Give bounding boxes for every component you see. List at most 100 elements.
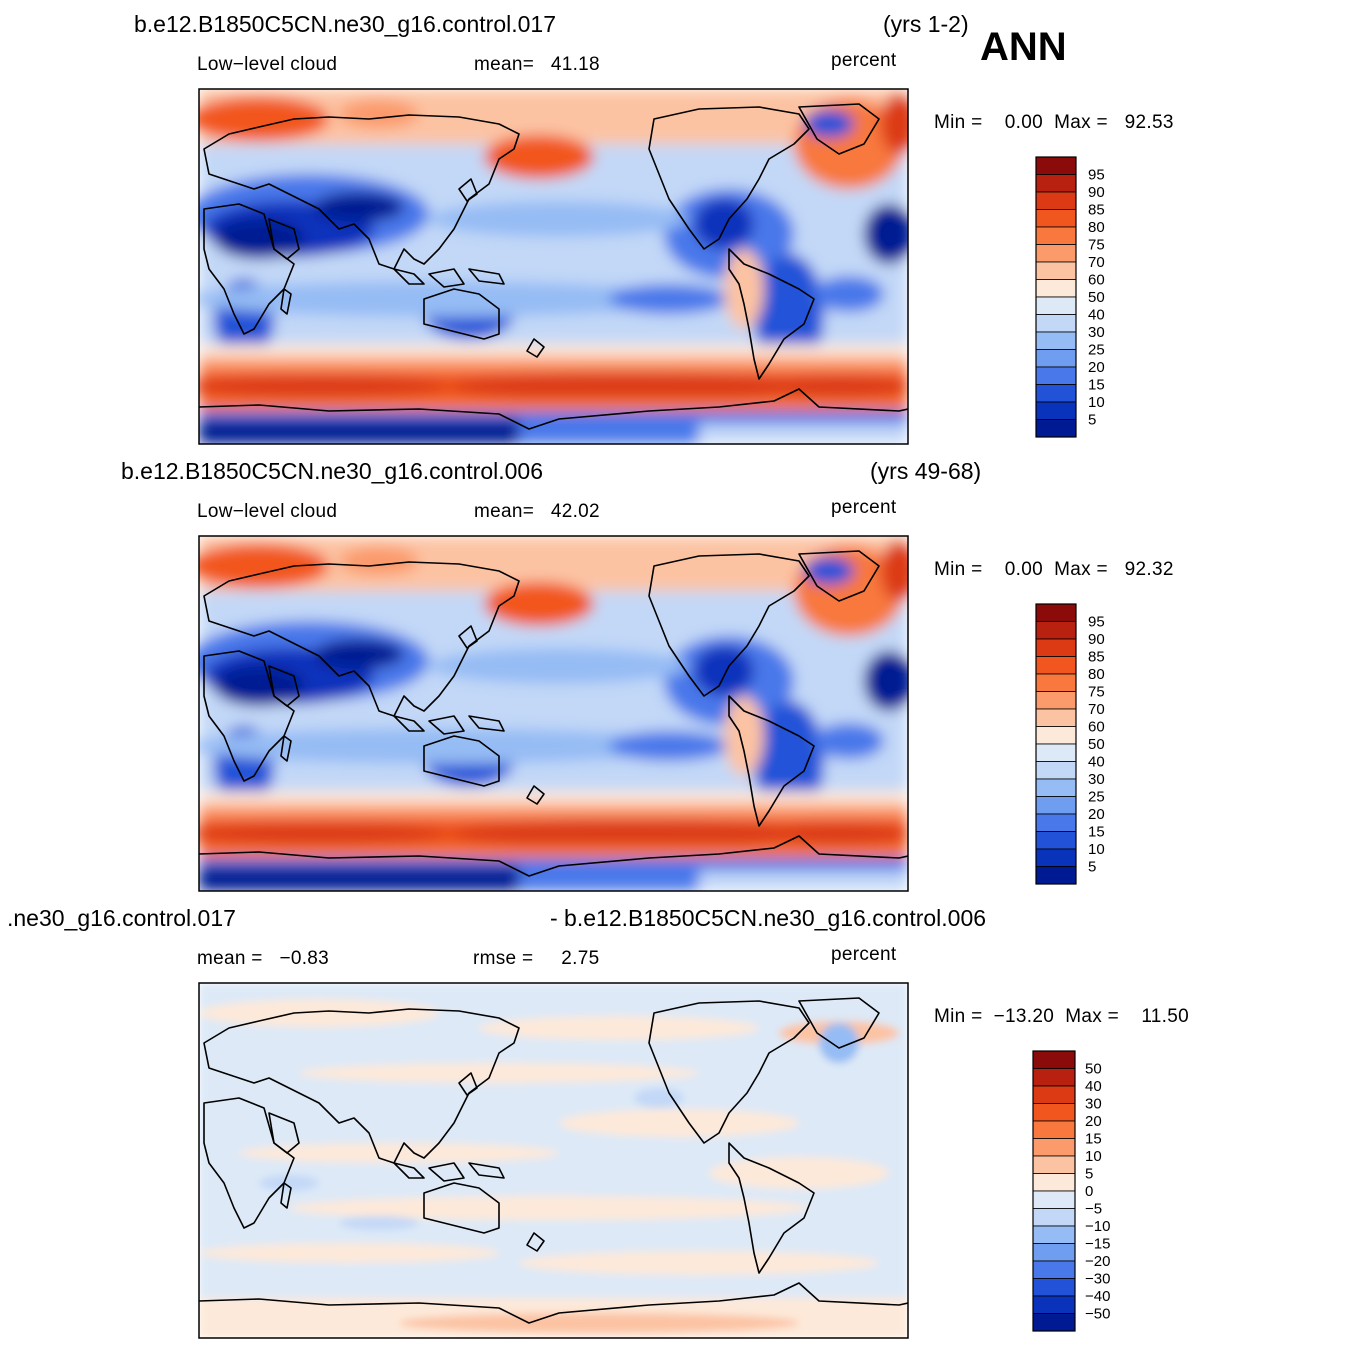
colorbar-1-swatch bbox=[1035, 279, 1077, 298]
season-label: ANN bbox=[980, 25, 1067, 69]
colorbar-1-swatch bbox=[1035, 349, 1077, 368]
colorbars: 9590858075706050403025201510595908580757… bbox=[1032, 156, 1110, 1332]
colorbar-3-label: −30 bbox=[1085, 1271, 1110, 1288]
colorbar-1-swatch bbox=[1035, 191, 1077, 210]
colorbar-1-label: 10 bbox=[1088, 394, 1105, 411]
colorbar-2-label: 40 bbox=[1088, 754, 1105, 771]
colorbar-1-swatch bbox=[1035, 261, 1077, 280]
colorbar-3-label: 20 bbox=[1085, 1113, 1102, 1130]
panel3-case-title: .ne30_g16.control.017 bbox=[7, 905, 236, 931]
panel2-units: percent bbox=[831, 497, 897, 518]
colorbar-2-swatch bbox=[1035, 831, 1077, 850]
panel1-minmax: Min = 0.00 Max = 92.53 bbox=[934, 112, 1174, 133]
panel3-units: percent bbox=[831, 944, 897, 965]
colorbar-1-swatch bbox=[1035, 401, 1077, 420]
panel2-years: (yrs 49-68) bbox=[870, 458, 982, 484]
colorbar-3-swatch bbox=[1032, 1085, 1076, 1104]
colorbar-1-swatch bbox=[1035, 384, 1077, 403]
colorbar-2-label: 75 bbox=[1088, 684, 1105, 701]
colorbar-2-swatch bbox=[1035, 708, 1077, 727]
colorbar-3-swatch bbox=[1032, 1050, 1076, 1069]
colorbar-1-label: 75 bbox=[1088, 237, 1105, 254]
colorbar-1-label: 25 bbox=[1088, 342, 1105, 359]
colorbar-1-swatch bbox=[1035, 226, 1077, 245]
colorbar-1-label: 5 bbox=[1088, 412, 1096, 429]
colorbar-3-label: 15 bbox=[1085, 1131, 1102, 1148]
colorbar-2-label: 80 bbox=[1088, 666, 1105, 683]
colorbar-2-label: 90 bbox=[1088, 631, 1105, 648]
panel1-years: (yrs 1-2) bbox=[883, 11, 969, 37]
colorbar-3-label: 10 bbox=[1085, 1148, 1102, 1165]
colorbar-1-label: 50 bbox=[1088, 289, 1105, 306]
colorbar-2-label: 50 bbox=[1088, 736, 1105, 753]
colorbar-2-label: 85 bbox=[1088, 649, 1105, 666]
colorbar-3-swatch bbox=[1032, 1260, 1076, 1279]
colorbar-2-label: 20 bbox=[1088, 806, 1105, 823]
colorbar-1-label: 85 bbox=[1088, 202, 1105, 219]
colorbar-3-swatch bbox=[1032, 1243, 1076, 1262]
colorbar-2-swatch bbox=[1035, 778, 1077, 797]
colorbar-2-swatch bbox=[1035, 621, 1077, 640]
colorbar-2-label: 60 bbox=[1088, 719, 1105, 736]
colorbar-1-swatch bbox=[1035, 331, 1077, 350]
colorbar-3-label: 30 bbox=[1085, 1096, 1102, 1113]
colorbar-3-swatch bbox=[1032, 1103, 1076, 1122]
colorbar-3-swatch bbox=[1032, 1278, 1076, 1297]
map-frame-2 bbox=[198, 535, 909, 892]
colorbar-3-swatch bbox=[1032, 1155, 1076, 1174]
colorbar-2-label: 30 bbox=[1088, 771, 1105, 788]
colorbar-2-swatch bbox=[1035, 866, 1077, 885]
colorbar-2-swatch bbox=[1035, 656, 1077, 675]
map-frame-1 bbox=[198, 88, 909, 445]
panel3-minmax: Min = −13.20 Max = 11.50 bbox=[934, 1006, 1189, 1027]
map-panel-2 bbox=[198, 535, 909, 892]
colorbar-1-label: 60 bbox=[1088, 272, 1105, 289]
colorbar-2-swatch bbox=[1035, 761, 1077, 780]
colorbar-3-frame bbox=[1032, 1050, 1076, 1332]
colorbar-3-label: 50 bbox=[1085, 1061, 1102, 1078]
colorbar-3-swatch bbox=[1032, 1208, 1076, 1227]
colorbar-1-swatch bbox=[1035, 366, 1077, 385]
colorbar-1-swatch bbox=[1035, 209, 1077, 228]
colorbar-3-label: −15 bbox=[1085, 1236, 1110, 1253]
colorbar-1-label: 20 bbox=[1088, 359, 1105, 376]
colorbar-2-frame bbox=[1035, 603, 1077, 885]
colorbar-3-swatch bbox=[1032, 1138, 1076, 1157]
colorbar-2-label: 10 bbox=[1088, 841, 1105, 858]
colorbar-1-swatch bbox=[1035, 314, 1077, 333]
colorbar-1-swatch bbox=[1035, 296, 1077, 315]
panel3-rmse: rmse = 2.75 bbox=[473, 948, 600, 969]
panel3-mean: mean = −0.83 bbox=[197, 948, 330, 969]
colorbar-2-swatch bbox=[1035, 638, 1077, 657]
colorbar-3-label: 40 bbox=[1085, 1078, 1102, 1095]
panel2-minmax: Min = 0.00 Max = 92.32 bbox=[934, 559, 1174, 580]
colorbar-1-label: 15 bbox=[1088, 377, 1105, 394]
colorbar-1-swatch bbox=[1035, 244, 1077, 263]
colorbar-2-swatch bbox=[1035, 726, 1077, 745]
colorbar-2-label: 95 bbox=[1088, 614, 1105, 631]
colorbar-1-label: 30 bbox=[1088, 324, 1105, 341]
colorbar-3-swatch bbox=[1032, 1173, 1076, 1192]
colorbar-3-label: −5 bbox=[1085, 1201, 1102, 1218]
colorbar-2-swatch bbox=[1035, 848, 1077, 867]
colorbar-3-label: −10 bbox=[1085, 1218, 1110, 1235]
colorbar-3-label: −50 bbox=[1085, 1306, 1110, 1323]
colorbar-3-label: −20 bbox=[1085, 1253, 1110, 1270]
colorbar-3-swatch bbox=[1032, 1190, 1076, 1209]
colorbar-3-label: 0 bbox=[1085, 1183, 1093, 1200]
colorbar-2-label: 70 bbox=[1088, 701, 1105, 718]
colorbar-2-swatch bbox=[1035, 796, 1077, 815]
colorbar-3-swatch bbox=[1032, 1068, 1076, 1087]
colorbar-1-label: 95 bbox=[1088, 167, 1105, 184]
colorbar-1-swatch bbox=[1035, 174, 1077, 193]
colorbar-2-swatch bbox=[1035, 673, 1077, 692]
colorbar-3-swatch bbox=[1032, 1295, 1076, 1314]
panel2-case-title: b.e12.B1850C5CN.ne30_g16.control.006 bbox=[121, 458, 543, 484]
colorbar-2-swatch bbox=[1035, 691, 1077, 710]
panel1-case-title: b.e12.B1850C5CN.ne30_g16.control.017 bbox=[134, 11, 556, 37]
colorbar-1-label: 70 bbox=[1088, 254, 1105, 271]
colorbar-2-swatch bbox=[1035, 743, 1077, 762]
colorbar-2-swatch bbox=[1035, 813, 1077, 832]
colorbar-3-label: 5 bbox=[1085, 1166, 1093, 1183]
